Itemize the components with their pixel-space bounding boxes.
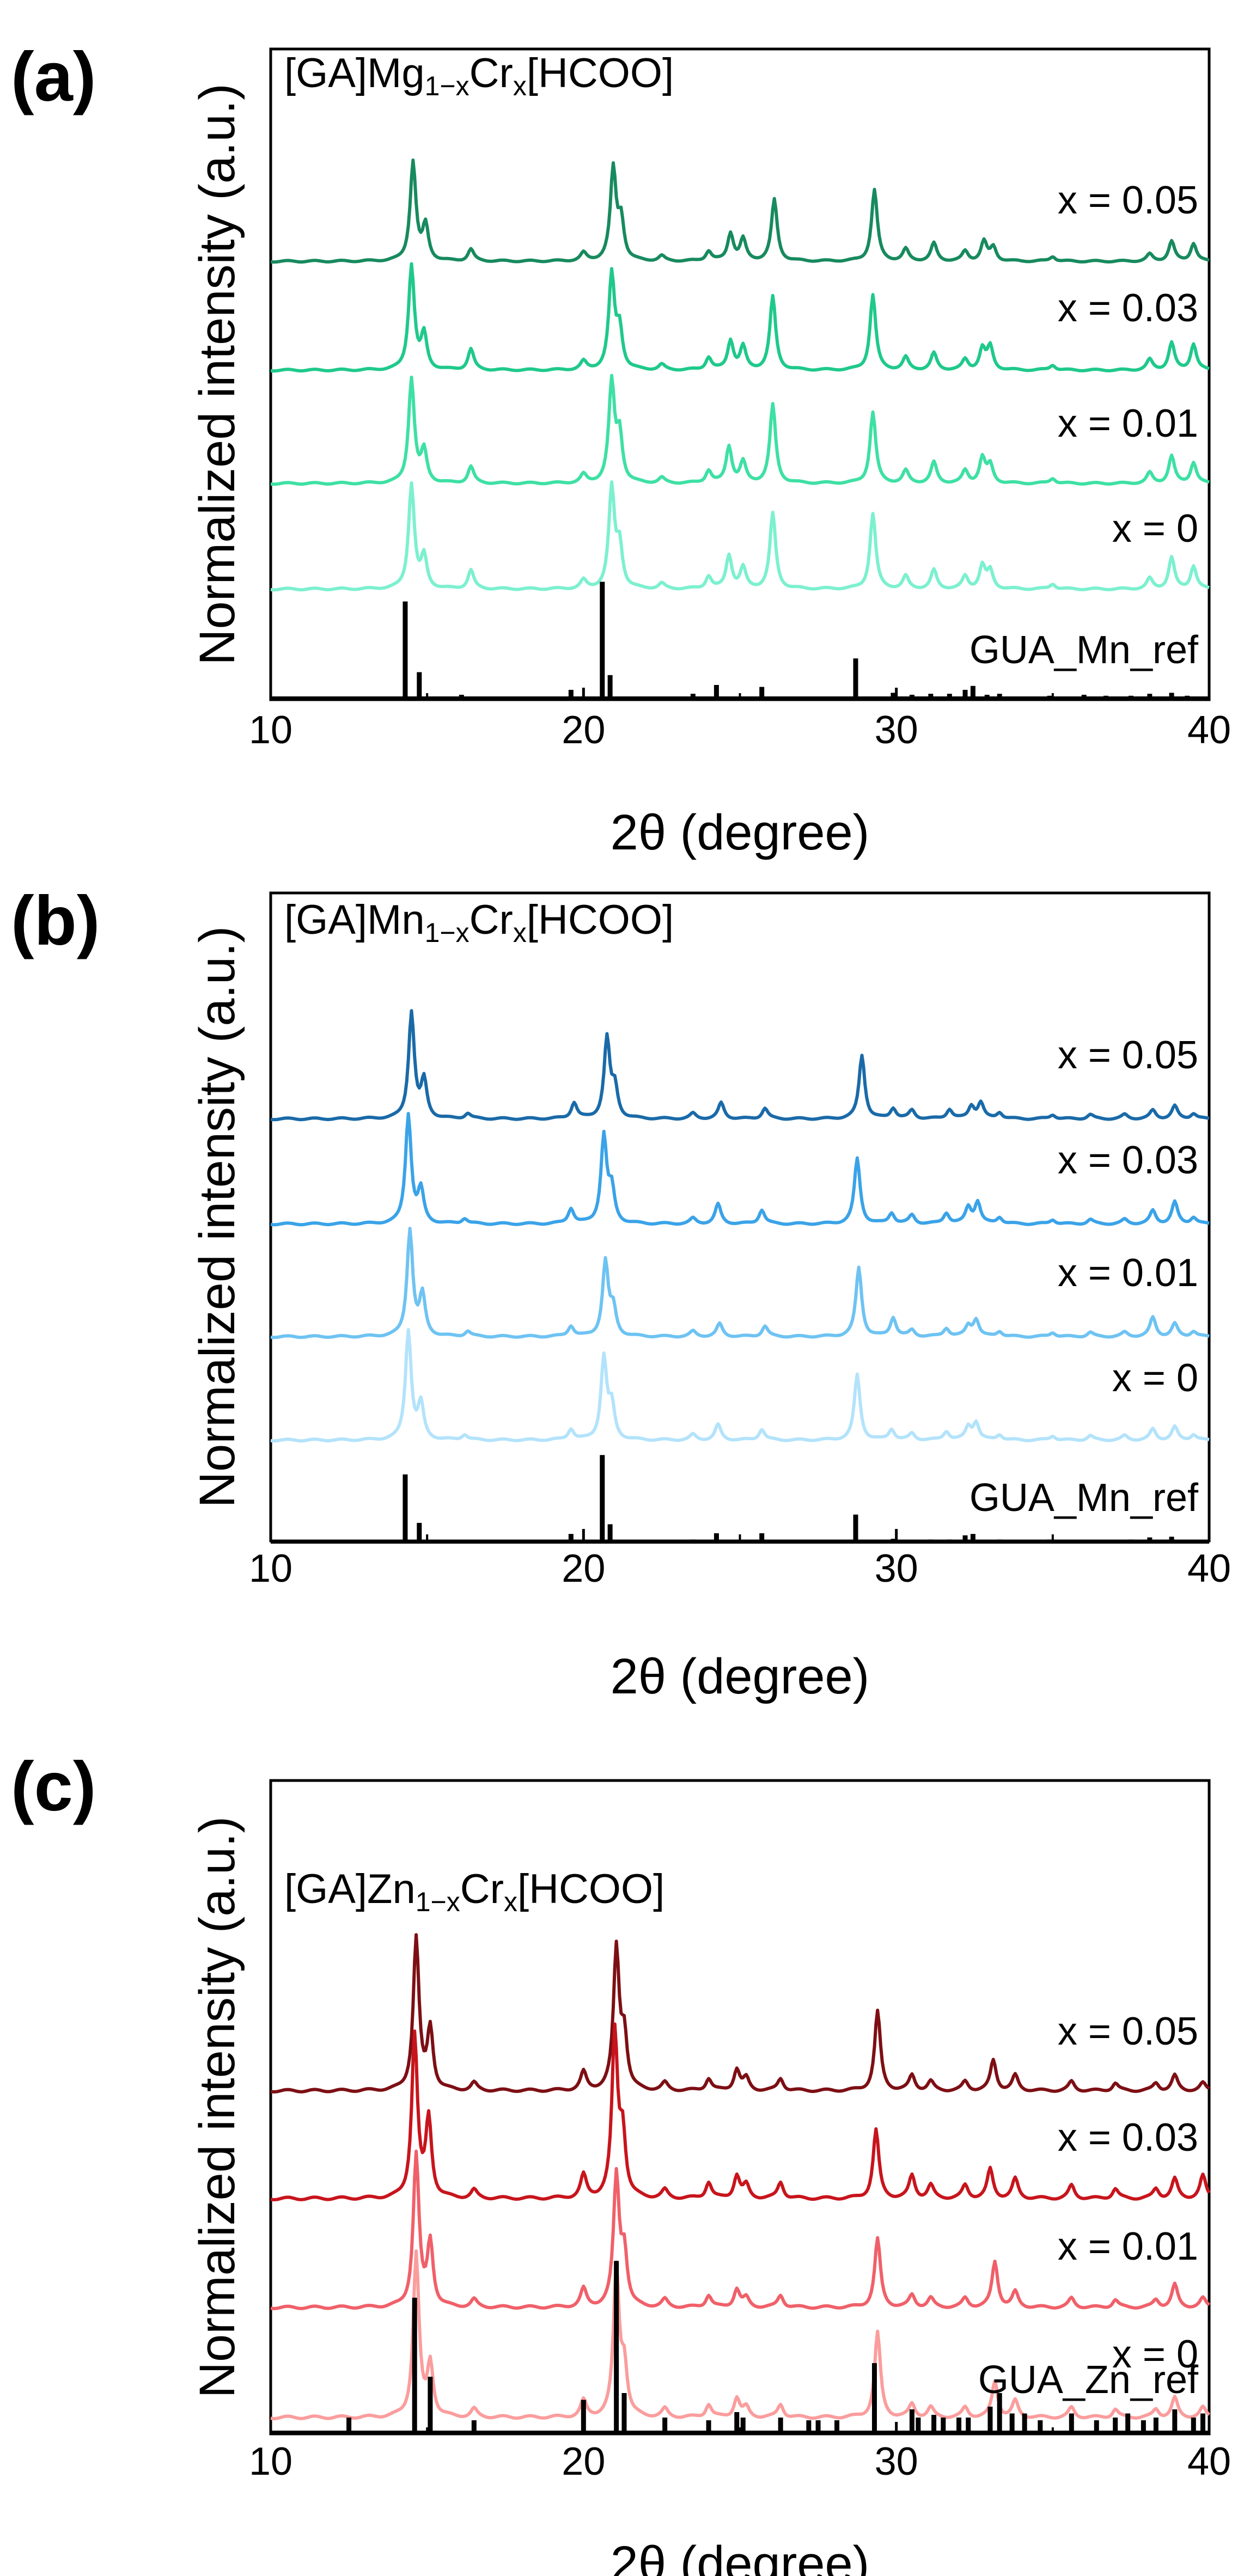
- title-part: x: [513, 917, 527, 948]
- plot-frame: [269, 891, 1211, 1543]
- x-tick-label: 10: [249, 2440, 292, 2483]
- xrd-trace: [270, 374, 1210, 486]
- x-tick-label: 40: [1187, 1547, 1231, 1590]
- title-part: Cr: [469, 50, 513, 96]
- xrd-trace: [270, 1327, 1210, 1443]
- y-axis-label: Normalized intensity (a.u.): [190, 926, 245, 1508]
- title-part: Cr: [460, 1866, 504, 1912]
- xrd-trace: [270, 1009, 1210, 1122]
- x-tick-label: 40: [1187, 708, 1231, 752]
- plot-frame: [269, 47, 1211, 701]
- title-part: [GA]Mg: [284, 50, 425, 96]
- xrd-trace: [270, 1112, 1210, 1227]
- x-axis-label: 2θ (degree): [611, 2536, 870, 2576]
- y-axis-label: Normalized intensity (a.u.): [190, 83, 245, 665]
- panel-label: (a): [11, 38, 96, 116]
- title-part: 1−x: [416, 1887, 460, 1917]
- title-part: [HCOO]: [517, 1866, 664, 1912]
- panel-label: (b): [11, 882, 100, 960]
- panel-c: (c) [GA]Zn1−xCrx[HCOO] 10 20 30 40 2θ (degree)…: [11, 1748, 1231, 2576]
- title-part: x: [504, 1887, 517, 1917]
- series-label: x = 0.03: [1058, 286, 1198, 330]
- x-tick-label: 30: [875, 708, 918, 752]
- title-part: [GA]Mn: [284, 897, 425, 943]
- title-part: 1−x: [425, 917, 469, 948]
- x-tick-label: 10: [249, 1547, 292, 1590]
- x-tick-label: 30: [875, 1547, 918, 1590]
- title-part: 1−x: [425, 71, 469, 101]
- x-tick-label: 20: [562, 1547, 605, 1590]
- series-label: GUA_Mn_ref: [969, 1476, 1199, 1520]
- series-label: x = 0.01: [1058, 402, 1198, 445]
- series-label: x = 0.03: [1058, 1139, 1198, 1182]
- title-part: x: [513, 71, 527, 101]
- panel-title: [GA]Mg1−xCrx[HCOO]: [284, 50, 674, 101]
- x-tick-label: 40: [1187, 2440, 1231, 2483]
- x-tick-label: 20: [562, 2440, 605, 2483]
- xrd-trace: [270, 2149, 1211, 2310]
- title-part: [HCOO]: [527, 50, 674, 96]
- panel-title: [GA]Mn1−xCrx[HCOO]: [284, 897, 674, 948]
- series-label: x = 0: [1112, 507, 1198, 550]
- series-label: x = 0.05: [1058, 2010, 1198, 2053]
- series-label: x = 0.03: [1058, 2116, 1198, 2159]
- title-part: Cr: [469, 897, 513, 943]
- series-label: x = 0: [1112, 1356, 1198, 1400]
- panel-label: (c): [11, 1748, 96, 1826]
- title-part: [HCOO]: [527, 897, 674, 943]
- series-label: x = 0.01: [1058, 2225, 1198, 2268]
- x-tick-label: 10: [249, 708, 292, 752]
- series-label: GUA_Zn_ref: [978, 2358, 1199, 2402]
- xrd-trace: [270, 262, 1210, 373]
- x-axis-label: 2θ (degree): [611, 805, 870, 860]
- x-tick-label: 30: [875, 2440, 918, 2483]
- xrd-trace: [270, 1933, 1210, 2094]
- series-label: x = 0.05: [1058, 1033, 1198, 1077]
- series-label: x = 0.01: [1058, 1251, 1198, 1295]
- series-label: x = 0: [1112, 2333, 1198, 2376]
- x-tick-label: 20: [562, 708, 605, 752]
- xrd-trace: [270, 1227, 1210, 1339]
- y-axis-label: Normalized intensity (a.u.): [190, 1816, 245, 2398]
- xrd-trace: [270, 2022, 1211, 2201]
- panel-b: (b) [GA]Mn1−xCrx[HCOO] 10 20 30 40 2θ (degree)…: [11, 882, 1231, 1704]
- series-label: GUA_Mn_ref: [969, 628, 1199, 672]
- panel-title: [GA]Zn1−xCrx[HCOO]: [284, 1866, 664, 1917]
- xrd-trace: [270, 480, 1210, 592]
- panel-a: (a) [GA]Mg1−xCrx[HCOO] 10 20 30 40 2θ (degree)…: [11, 38, 1231, 860]
- xrd-trace: [270, 2249, 1211, 2420]
- x-axis-label: 2θ (degree): [611, 1649, 870, 1704]
- series-label: x = 0.05: [1058, 179, 1198, 222]
- xrd-trace: [270, 158, 1210, 264]
- title-part: [GA]Zn: [284, 1866, 416, 1912]
